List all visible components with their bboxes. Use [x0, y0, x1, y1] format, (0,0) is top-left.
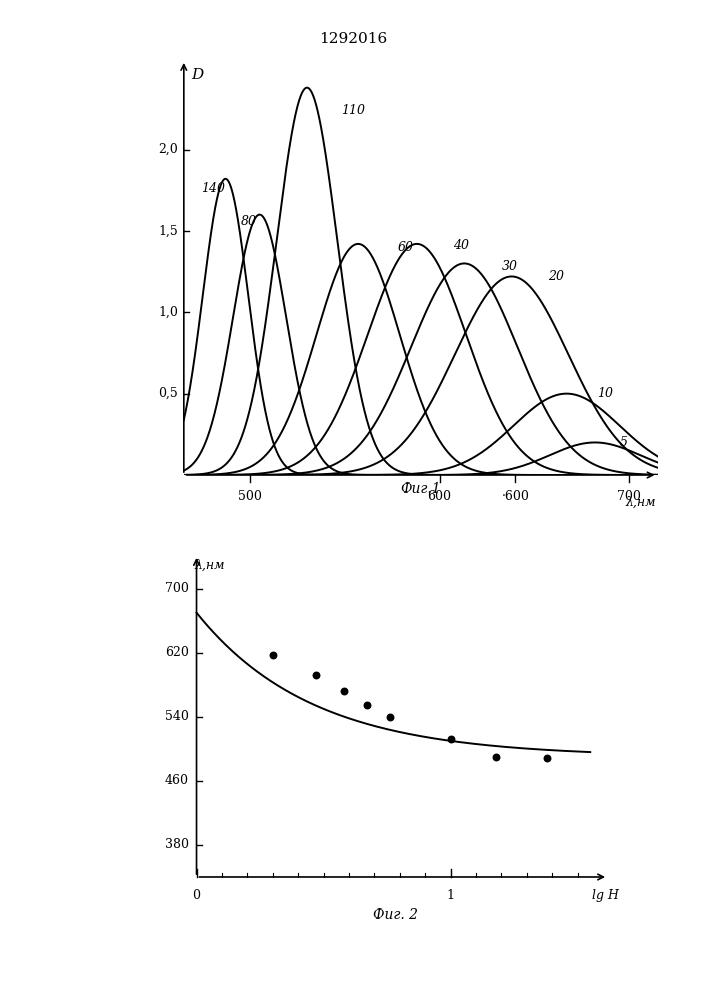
- Text: λ,нм: λ,нм: [625, 496, 655, 509]
- Text: 0: 0: [192, 889, 201, 902]
- Text: 380: 380: [165, 838, 189, 851]
- Text: Фиг. 2: Фиг. 2: [373, 908, 419, 922]
- Text: 500: 500: [238, 490, 262, 503]
- Point: [542, 750, 553, 766]
- Point: [310, 667, 322, 683]
- Text: 60: 60: [398, 241, 414, 254]
- Text: 20: 20: [548, 270, 563, 283]
- Text: 1,5: 1,5: [158, 224, 178, 237]
- Text: 40: 40: [453, 239, 469, 252]
- Text: D: D: [192, 68, 204, 82]
- Text: 30: 30: [502, 260, 518, 273]
- Text: 700: 700: [617, 490, 641, 503]
- Text: 5: 5: [619, 436, 628, 449]
- Text: 110: 110: [341, 104, 365, 117]
- Text: lg H: lg H: [592, 889, 619, 902]
- Text: 80: 80: [240, 215, 257, 228]
- Text: 700: 700: [165, 582, 189, 595]
- Text: 140: 140: [201, 182, 225, 195]
- Point: [361, 697, 373, 713]
- Point: [491, 749, 502, 765]
- Text: 1,0: 1,0: [158, 306, 178, 319]
- Text: 0,5: 0,5: [158, 387, 178, 400]
- Text: 620: 620: [165, 646, 189, 659]
- Text: 1292016: 1292016: [320, 32, 387, 46]
- Text: 540: 540: [165, 710, 189, 723]
- Text: λ,нм: λ,нм: [194, 559, 225, 572]
- Text: Фиг.1: Фиг.1: [400, 482, 441, 496]
- Point: [384, 709, 395, 725]
- Point: [338, 683, 349, 699]
- Text: 1: 1: [447, 889, 455, 902]
- Text: ·600: ·600: [501, 490, 530, 503]
- Text: 600: 600: [428, 490, 452, 503]
- Text: 2,0: 2,0: [158, 143, 178, 156]
- Text: 460: 460: [165, 774, 189, 787]
- Point: [267, 647, 279, 663]
- Point: [445, 731, 456, 747]
- Text: 10: 10: [597, 387, 613, 400]
